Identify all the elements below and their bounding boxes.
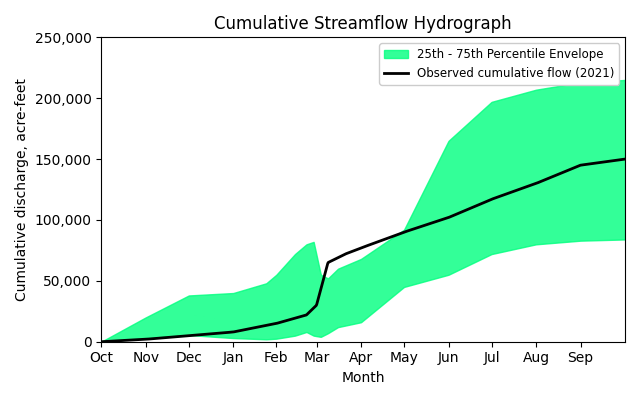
Y-axis label: Cumulative discharge, acre-feet: Cumulative discharge, acre-feet — [15, 78, 29, 301]
X-axis label: Month: Month — [341, 371, 385, 385]
Title: Cumulative Streamflow Hydrograph: Cumulative Streamflow Hydrograph — [214, 15, 512, 33]
Legend: 25th - 75th Percentile Envelope, Observed cumulative flow (2021): 25th - 75th Percentile Envelope, Observe… — [380, 43, 619, 84]
